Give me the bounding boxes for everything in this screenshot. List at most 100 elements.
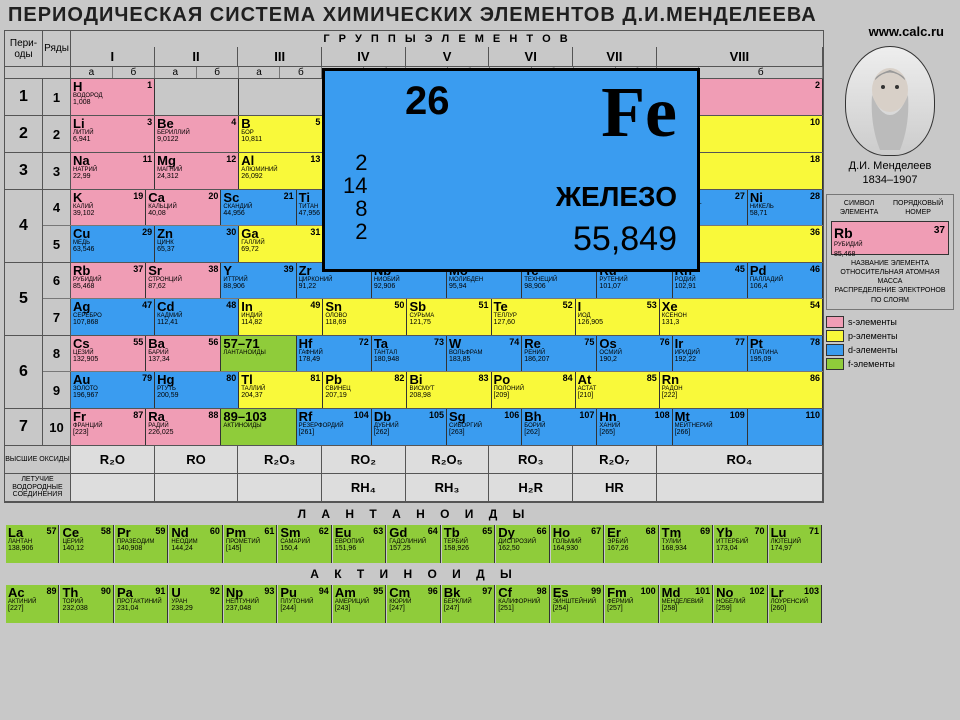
element-mass: 232,038: [62, 605, 110, 612]
element-symbol: Po: [494, 373, 573, 386]
element-mass: 180,948: [374, 356, 444, 363]
group-header: VII: [573, 47, 657, 66]
legend-swatch: [826, 316, 844, 328]
element-cell: Pb82СВИНЕЦ207,19: [323, 372, 407, 408]
row-number: 1: [43, 79, 71, 115]
element-mass: [247]: [444, 605, 492, 612]
element-mass: 132,905: [73, 356, 143, 363]
element-mass: 112,41: [157, 319, 236, 326]
element-number: 12: [226, 154, 236, 164]
element-number: 82: [394, 373, 404, 383]
formula-cell: HR: [573, 474, 657, 501]
formula-cell: RO: [155, 446, 239, 473]
element-mass: 207,19: [325, 392, 404, 399]
element-mass: 157,25: [389, 545, 437, 552]
element-cell: Md101МЕНДЕЛЕВИЙ[258]: [660, 585, 713, 623]
group-header: V: [406, 47, 490, 66]
element-mass: 107,868: [73, 319, 152, 326]
element-mass: [145]: [226, 545, 274, 552]
element-number: 57: [46, 526, 56, 536]
element-mass: 65,37: [157, 246, 236, 253]
element-cell: Hf72ГАФНИЙ178,49: [297, 336, 372, 371]
element-number: 106: [504, 410, 519, 420]
lanthanides-label: Л А Н Т А Н О И Д Ы: [4, 503, 824, 525]
element-mass: [262]: [374, 429, 444, 436]
element-symbol: In: [241, 300, 320, 313]
element-mass: [266]: [675, 429, 745, 436]
element-mass: 126,905: [578, 319, 657, 326]
callout-shells: 21482: [343, 151, 367, 243]
element-number: 50: [394, 300, 404, 310]
element-number: 90: [101, 586, 111, 596]
element-mass: [259]: [716, 605, 764, 612]
element-mass: 158,926: [444, 545, 492, 552]
period-number: 6: [5, 336, 43, 408]
element-mass: 190,2: [599, 356, 669, 363]
element-mass: 173,04: [716, 545, 764, 552]
element-cell: Bi83ВИСМУТ208,98: [407, 372, 491, 408]
row-number: 5: [43, 226, 71, 262]
element-mass: 174,97: [771, 545, 819, 552]
element-symbol: I: [578, 300, 657, 313]
element-number: 38: [208, 264, 218, 274]
element-symbol: Al: [241, 154, 320, 167]
element-number: 4: [231, 117, 236, 127]
element-callout: 26 Fe 21482 ЖЕЛЕЗО 55,849: [322, 68, 700, 272]
element-symbol: Tl: [241, 373, 320, 386]
sample-name: РУБИДИЙ: [834, 242, 946, 250]
element-number: 39: [284, 264, 294, 274]
row-number: 3: [43, 153, 71, 189]
element-cell: Be4БЕРИЛЛИЙ9,0122: [155, 116, 239, 152]
group-header: VI: [489, 47, 573, 66]
label-mass: ОТНОСИТЕЛЬНАЯ АТОМНАЯ МАССА: [831, 268, 949, 286]
element-symbol: B: [241, 117, 320, 130]
element-number: 61: [264, 526, 274, 536]
element-mass: 24,312: [157, 173, 236, 180]
element-mass: 87,62: [148, 283, 218, 290]
element-number: 89: [46, 586, 56, 596]
element-cell: Fr87ФРАНЦИЙ[223]: [71, 409, 146, 445]
element-symbol: Na: [73, 154, 152, 167]
element-mass: [247]: [389, 605, 437, 612]
legend-row: d-элементы: [826, 344, 954, 356]
cell-legend: СИМВОЛ ЭЛЕМЕНТА ПОРЯДКОВЫЙ НОМЕР Rb 37 Р…: [826, 194, 954, 310]
element-number: 69: [700, 526, 710, 536]
element-cell: Mg12МАГНИЙ24,312: [155, 153, 239, 189]
sample-symbol: Rb: [834, 224, 946, 242]
element-number: 21: [284, 191, 294, 201]
element-cell: Es99ЭЙНШТЕЙНИЙ[254]: [551, 585, 604, 623]
element-mass: 208,98: [409, 392, 488, 399]
element-number: 100: [641, 586, 656, 596]
label-name: НАЗВАНИЕ ЭЛЕМЕНТА: [831, 259, 949, 268]
row-number: 2: [43, 116, 71, 152]
element-mass: 85,468: [73, 283, 143, 290]
ab-label: б: [197, 67, 239, 78]
period-number: 1: [5, 79, 43, 115]
element-mass: 192,22: [675, 356, 745, 363]
element-number: 71: [809, 526, 819, 536]
element-cell: I53ИОД126,905: [576, 299, 660, 335]
element-cell: Na11НАТРИЙ22,99: [71, 153, 155, 189]
element-number: 110: [806, 410, 821, 420]
ab-label: б: [699, 67, 823, 78]
element-cell: Sc21СКАНДИЙ44,956: [221, 190, 296, 225]
element-cell: H1ВОДОРОД1,008: [71, 79, 155, 115]
element-cell: Pr59ПРАЗЕОДИМ140,908: [115, 525, 168, 563]
header-rows: Ряды: [43, 31, 71, 66]
element-number: 95: [373, 586, 383, 596]
element-cell: Tl81ТАЛЛИЙ204,37: [239, 372, 323, 408]
element-cell: W74ВОЛЬФРАМ183,85: [447, 336, 522, 371]
element-cell: Pm61ПРОМЕТИЙ[145]: [224, 525, 277, 563]
element-number: 13: [310, 154, 320, 164]
element-cell: Ag47СЕРЕБРО107,868: [71, 299, 155, 335]
element-cell: Th90ТОРИЙ232,038: [60, 585, 113, 623]
element-number: 83: [479, 373, 489, 383]
element-cell: At85АСТАТ[210]: [576, 372, 660, 408]
source-url: www.calc.ru: [869, 24, 944, 39]
callout-name: ЖЕЛЕЗО: [556, 181, 677, 213]
element-mass: [243]: [335, 605, 383, 612]
element-number: 78: [810, 337, 820, 347]
row-number: 9: [43, 372, 71, 408]
element-cell: Hg80РТУТЬ200,59: [155, 372, 239, 408]
element-number: 51: [479, 300, 489, 310]
